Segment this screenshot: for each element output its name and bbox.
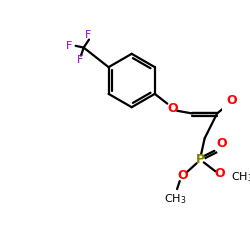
Text: CH$_3$: CH$_3$ [164,192,186,206]
Text: O: O [177,169,188,182]
Text: CH$_3$: CH$_3$ [231,170,250,183]
Text: P: P [196,153,205,166]
Text: F: F [77,55,83,65]
Text: O: O [214,168,225,180]
Text: F: F [66,41,72,51]
Text: O: O [167,102,178,114]
Text: O: O [216,137,227,150]
Text: O: O [226,94,237,108]
Text: F: F [85,30,91,40]
